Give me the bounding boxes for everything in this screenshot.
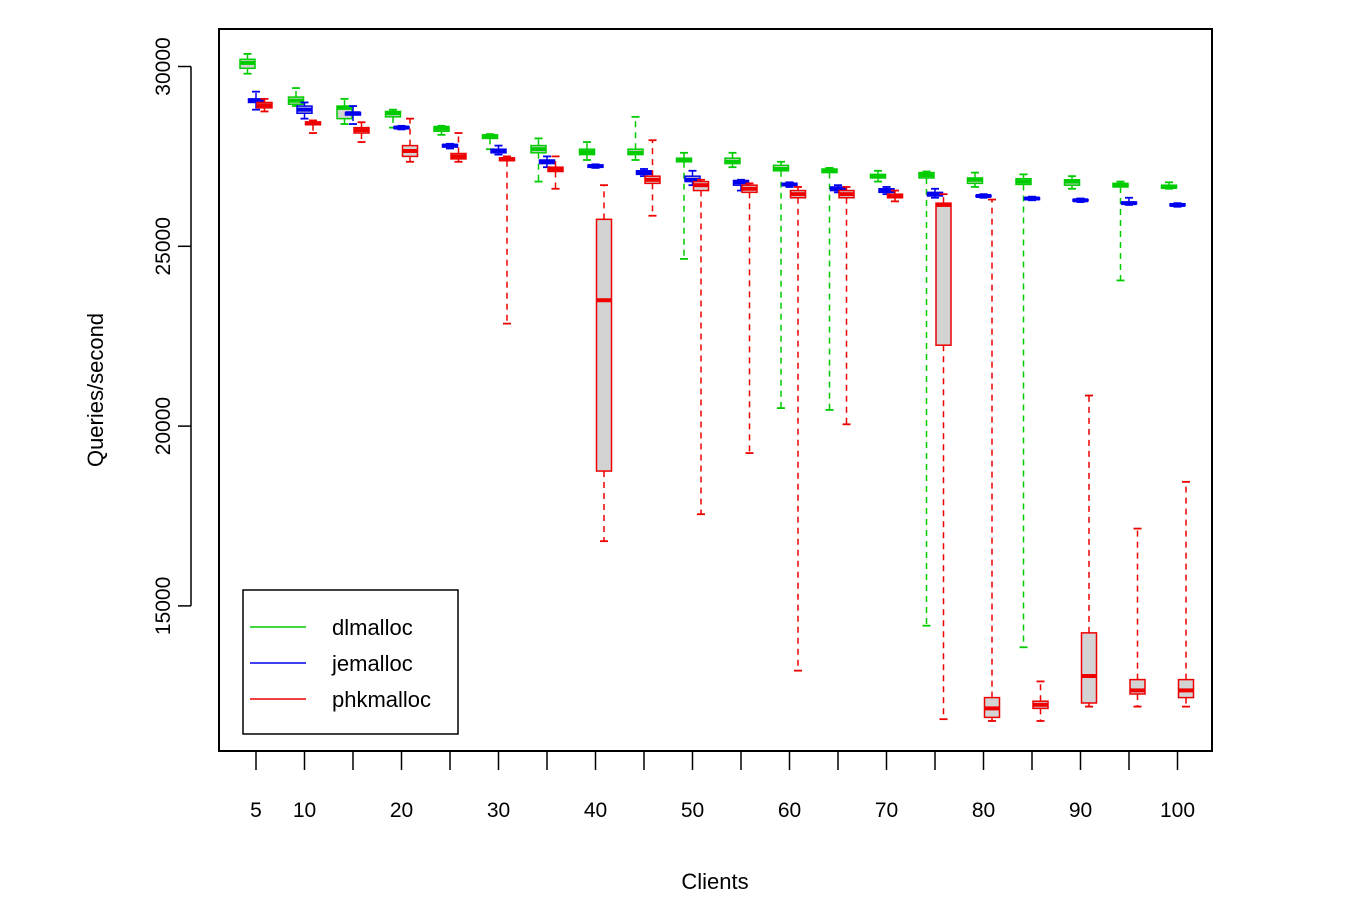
series-dlmalloc [239,53,1178,649]
y-axis: 15000 20000 25000 30000 [152,37,192,635]
series-phkmalloc [256,97,1195,722]
box-jemalloc-85 [1023,195,1041,202]
box-dlmalloc-45 [627,115,644,161]
box-iqr [595,218,613,472]
x-tick-label: 70 [875,799,898,822]
box-dlmalloc-35 [530,137,547,183]
box-phkmalloc-20 [401,117,419,163]
box-dlmalloc-75 [918,170,935,627]
box-phkmalloc-70 [886,189,904,203]
box-jemalloc-15 [344,105,362,125]
box-phkmalloc-95 [1129,527,1146,708]
box-jemalloc-80 [975,193,992,199]
box-phkmalloc-90 [1080,394,1098,708]
box-dlmalloc-55 [724,151,741,169]
y-axis-label: Queries/second [83,313,108,467]
y-tick-label: 30000 [152,37,175,95]
box-jemalloc-45 [635,168,653,178]
box-dlmalloc-80 [966,171,984,188]
box-iqr [1080,632,1098,704]
y-tick-label: 20000 [152,397,175,455]
legend-label-phkmalloc: phkmalloc [332,687,431,712]
x-tick-label: 5 [250,799,262,822]
x-tick-label: 50 [681,799,704,822]
box-jemalloc-100 [1169,202,1186,208]
box-phkmalloc-30 [498,155,516,325]
box-dlmalloc-20 [384,108,402,129]
box-dlmalloc-5 [239,53,256,75]
x-tick-label: 60 [778,799,801,822]
box-jemalloc-5 [247,90,265,111]
y-tick-label: 15000 [152,577,175,635]
box-phkmalloc-100 [1177,480,1195,708]
box-phkmalloc-5 [256,97,273,113]
box-phkmalloc-55 [741,182,758,454]
box-jemalloc-35 [538,155,556,169]
box-series-group [239,53,1195,722]
box-phkmalloc-80 [983,198,1001,722]
x-tick-label: 90 [1069,799,1092,822]
x-tick-label: 30 [487,799,510,822]
legend-label-jemalloc: jemalloc [331,651,413,676]
legend: dlmalloc jemalloc phkmalloc [242,589,459,735]
box-phkmalloc-25 [450,132,467,163]
box-phkmalloc-45 [644,139,661,217]
legend-box [242,589,459,735]
box-jemalloc-30 [490,144,507,156]
box-phkmalloc-40 [595,184,613,543]
series-jemalloc [247,90,1186,208]
box-jemalloc-40 [587,163,604,169]
x-tick-label: 100 [1160,799,1195,822]
box-dlmalloc-85 [1015,173,1032,649]
x-axis: 5 10 20 30 40 50 60 70 80 90 100 [250,750,1195,822]
box-phkmalloc-35 [547,155,564,190]
x-tick-label: 10 [293,799,316,822]
box-dlmalloc-90 [1063,175,1081,190]
box-dlmalloc-100 [1160,181,1178,190]
box-phkmalloc-65 [838,186,855,426]
box-phkmalloc-60 [789,186,807,672]
legend-label-dlmalloc: dlmalloc [332,615,413,640]
box-dlmalloc-60 [772,160,790,410]
box-jemalloc-10 [296,101,313,120]
box-dlmalloc-40 [578,141,596,161]
box-phkmalloc-85 [1032,680,1049,722]
box-dlmalloc-30 [481,133,499,151]
x-tick-label: 20 [390,799,413,822]
box-dlmalloc-50 [675,151,693,260]
box-jemalloc-90 [1072,197,1089,203]
box-dlmalloc-65 [821,167,838,411]
x-tick-label: 40 [584,799,607,822]
box-dlmalloc-70 [869,169,887,183]
box-phkmalloc-10 [304,119,322,134]
box-dlmalloc-95 [1112,180,1129,282]
box-iqr [935,202,952,346]
box-dlmalloc-25 [433,124,450,136]
box-jemalloc-25 [441,142,459,150]
box-jemalloc-95 [1120,196,1138,206]
box-jemalloc-20 [393,124,410,131]
y-tick-label: 25000 [152,217,175,275]
box-jemalloc-60 [781,181,798,188]
box-phkmalloc-50 [692,178,710,516]
x-axis-label: Clients [681,869,748,894]
box-phkmalloc-75 [935,193,952,721]
x-tick-label: 80 [972,799,995,822]
box-phkmalloc-15 [353,121,370,143]
